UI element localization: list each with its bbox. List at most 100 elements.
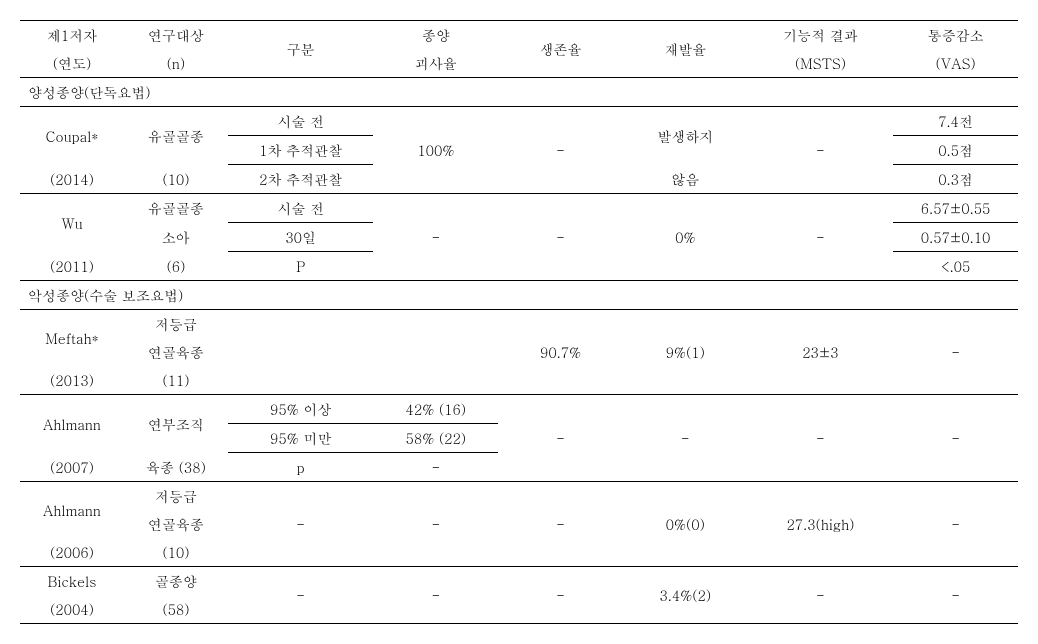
bickels-subject-2: (58)	[124, 595, 228, 624]
coupal-cat-1: 시술 전	[228, 107, 374, 136]
meftah-year: (2013)	[20, 366, 124, 395]
hdr-survival: 생존율	[498, 21, 623, 78]
wu-subject-2: 소아	[124, 223, 228, 252]
ahlmann07-subject-2: 육종 (38)	[124, 453, 228, 482]
wu-row-1: Wu 유골골종 시술 전 - - 0% - 6.57±0.55	[20, 194, 1018, 223]
hdr-necrosis: 종양	[373, 21, 498, 50]
ahlmann06-cat: -	[228, 482, 374, 567]
meftah-msts: 23±3	[748, 310, 894, 395]
wu-subject-1: 유골골종	[124, 194, 228, 223]
coupal-vas-1: 7.4전	[893, 107, 1018, 136]
ahlmann07-msts: -	[748, 395, 894, 482]
coupal-author: Coupal*	[20, 107, 124, 165]
meftah-subject-2: 연골육종	[124, 338, 228, 366]
ahlmann06-nec: -	[373, 482, 498, 567]
coupal-necrosis: 100%	[373, 107, 498, 194]
hdr-author: 제1저자	[20, 21, 124, 50]
hdr-category: 구분	[228, 21, 374, 78]
ahlmann07-year: (2007)	[20, 453, 124, 482]
bickels-author: Bickels	[20, 567, 124, 596]
bickels-vas: -	[893, 567, 1018, 624]
coupal-row-1: Coupal* 유골골종 시술 전 100% - 발생하지 - 7.4전	[20, 107, 1018, 136]
wu-author: Wu	[20, 194, 124, 252]
ahlmann07-cat-2: 95% 미만	[228, 424, 374, 453]
meftah-subject-3: (11)	[124, 366, 228, 395]
ahlmann07-subject-1: 연부조직	[124, 395, 228, 453]
wu-cat-3: P	[228, 252, 374, 281]
ahlmann06-vas: -	[893, 482, 1018, 567]
meftah-survival: 90.7%	[498, 310, 623, 395]
section-malignant: 악성종양(수술 보조요법)	[20, 281, 1018, 310]
hdr-necrosis-2: 괴사율	[373, 49, 498, 78]
ahlmann07-cat-1: 95% 이상	[228, 395, 374, 424]
wu-survival: -	[498, 194, 623, 281]
hdr-msts-2: (MSTS)	[748, 49, 894, 78]
meftah-subject-1: 저등급	[124, 310, 228, 339]
results-table: 제1저자 연구대상 구분 종양 생존율 재발율 기능적 결과 통증감소 (연도)…	[20, 20, 1018, 624]
bickels-survival: -	[498, 567, 623, 624]
hdr-year: (연도)	[20, 49, 124, 78]
bickels-year: (2004)	[20, 595, 124, 624]
coupal-survival: -	[498, 107, 623, 194]
wu-cat-2: 30일	[228, 223, 374, 252]
coupal-msts: -	[748, 107, 894, 194]
coupal-year: (2014)	[20, 165, 124, 194]
coupal-subject-2: (10)	[124, 165, 228, 194]
ahlmann06-subject-2: 연골육종	[124, 510, 228, 538]
meftah-author: Meftah*	[20, 310, 124, 367]
coupal-recurrence-2: 않음	[623, 165, 748, 194]
ahlmann07-vas: -	[893, 395, 1018, 482]
wu-vas-3: <.05	[893, 252, 1018, 281]
ahlmann07-row-1: Ahlmann 연부조직 95% 이상 42% (16) - - - -	[20, 395, 1018, 424]
ahlmann07-cat-3: p	[228, 453, 374, 482]
coupal-vas-3: 0.3점	[893, 165, 1018, 194]
bickels-subject-1: 골종양	[124, 567, 228, 596]
ahlmann07-nec-2: 58% (22)	[373, 424, 498, 453]
section-benign: 양성종양(단독요법)	[20, 78, 1018, 107]
ahlmann06-year: (2006)	[20, 538, 124, 567]
wu-vas-1: 6.57±0.55	[893, 194, 1018, 223]
ahlmann06-subject-3: (10)	[124, 538, 228, 567]
meftah-recurrence: 9%(1)	[623, 310, 748, 395]
ahlmann07-survival: -	[498, 395, 623, 482]
bickels-row-1: Bickels 골종양 - - - 3.4%(2) - -	[20, 567, 1018, 596]
wu-vas-2: 0.57±0.10	[893, 223, 1018, 252]
meftah-vas: -	[893, 310, 1018, 395]
ahlmann07-nec-3: -	[373, 453, 498, 482]
bickels-msts: -	[748, 567, 894, 624]
ahlmann07-recurrence: -	[623, 395, 748, 482]
ahlmann06-msts: 27.3(high)	[748, 482, 894, 567]
ahlmann07-author: Ahlmann	[20, 395, 124, 453]
wu-recurrence: 0%	[623, 194, 748, 281]
section-benign-label: 양성종양(단독요법)	[20, 78, 1018, 107]
section-malignant-label: 악성종양(수술 보조요법)	[20, 281, 1018, 310]
coupal-subject-1: 유골골종	[124, 107, 228, 165]
meftah-row-1: Meftah* 저등급 90.7% 9%(1) 23±3 -	[20, 310, 1018, 339]
coupal-vas-2: 0.5점	[893, 136, 1018, 165]
meftah-necrosis	[373, 310, 498, 395]
ahlmann06-recurrence: 0%(0)	[623, 482, 748, 567]
bickels-recurrence: 3.4%(2)	[623, 567, 748, 624]
ahlmann06-author: Ahlmann	[20, 482, 124, 539]
wu-msts: -	[748, 194, 894, 281]
wu-cat-1: 시술 전	[228, 194, 374, 223]
ahlmann06-row-1: Ahlmann 저등급 - - - 0%(0) 27.3(high) -	[20, 482, 1018, 511]
bickels-cat: -	[228, 567, 374, 624]
hdr-vas-2: (VAS)	[893, 49, 1018, 78]
ahlmann07-nec-1: 42% (16)	[373, 395, 498, 424]
header-row-1: 제1저자 연구대상 구분 종양 생존율 재발율 기능적 결과 통증감소	[20, 21, 1018, 50]
wu-year: (2011)	[20, 252, 124, 281]
hdr-vas: 통증감소	[893, 21, 1018, 50]
hdr-subject: 연구대상	[124, 21, 228, 50]
meftah-cat	[228, 310, 374, 395]
coupal-recurrence-1: 발생하지	[623, 107, 748, 165]
hdr-recurrence: 재발율	[623, 21, 748, 78]
ahlmann06-subject-1: 저등급	[124, 482, 228, 511]
wu-subject-3: (6)	[124, 252, 228, 281]
coupal-cat-3: 2차 추적관찰	[228, 165, 374, 194]
hdr-n: (n)	[124, 49, 228, 78]
ahlmann06-survival: -	[498, 482, 623, 567]
bickels-nec: -	[373, 567, 498, 624]
coupal-cat-2: 1차 추적관찰	[228, 136, 374, 165]
hdr-msts: 기능적 결과	[748, 21, 894, 50]
